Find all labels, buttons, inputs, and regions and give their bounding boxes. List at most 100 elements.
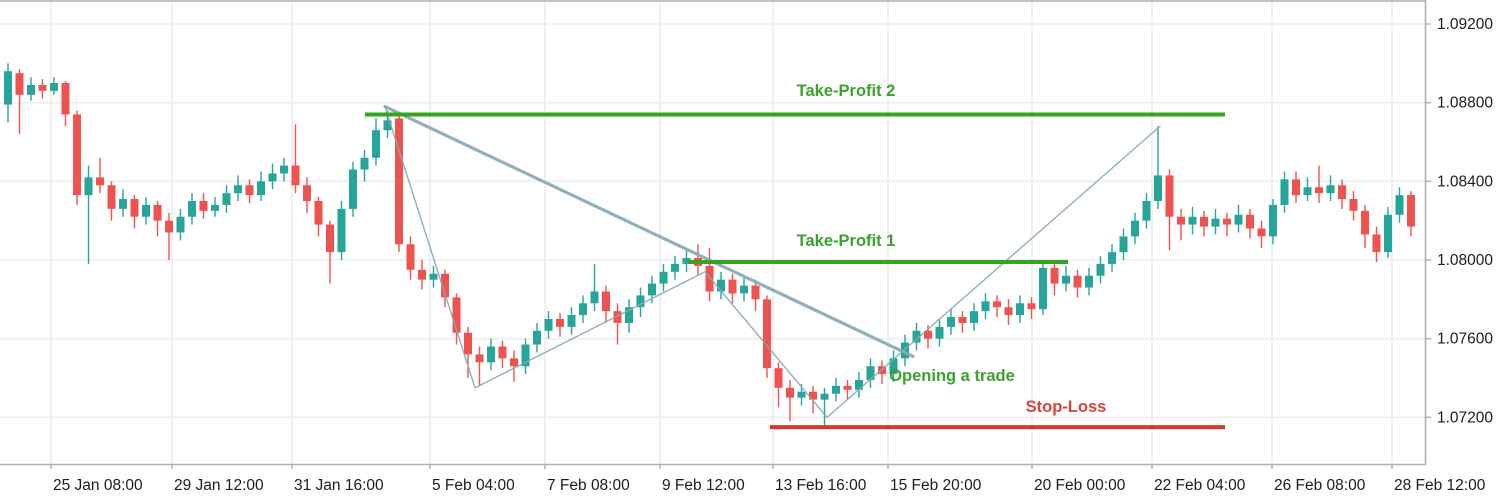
candle-body: [1292, 179, 1300, 196]
candle-body: [349, 169, 357, 209]
y-axis-label: 1.09200: [1437, 16, 1493, 33]
candle-body: [176, 216, 185, 233]
candle-body: [1223, 218, 1231, 225]
candle-body: [211, 204, 219, 211]
candle-body: [648, 283, 656, 296]
candle-body: [429, 273, 438, 280]
candle-body: [487, 346, 495, 363]
candle-body: [912, 330, 921, 343]
x-axis-label: 25 Jan 08:00: [53, 477, 143, 494]
candle-body: [84, 177, 93, 196]
candle-body: [1177, 216, 1185, 225]
candle-body: [728, 279, 737, 294]
candle-body: [130, 199, 139, 217]
candle-body: [498, 346, 507, 359]
candle-body: [993, 301, 1001, 308]
candle-body: [61, 83, 70, 115]
candle-body: [291, 165, 300, 186]
candle-body: [751, 285, 760, 300]
candle-body: [740, 285, 748, 294]
candle-body: [866, 366, 875, 380]
candle-body: [636, 295, 645, 308]
candle-body: [625, 307, 633, 323]
candle-body: [268, 173, 277, 182]
candle-body: [1361, 210, 1369, 235]
candle-body: [763, 299, 771, 369]
candle-body: [671, 263, 679, 272]
candle-body: [1315, 187, 1323, 194]
candle-body: [774, 368, 783, 388]
candle-body: [337, 208, 346, 253]
candle-body: [1016, 303, 1024, 316]
candle-body: [1234, 214, 1243, 225]
opening-a-trade-label: Opening a trade: [889, 367, 1015, 385]
candle-body: [1108, 252, 1116, 264]
candle-body: [96, 177, 104, 186]
candle-body: [119, 199, 127, 209]
candle-body: [418, 269, 426, 280]
candle-body: [1303, 187, 1312, 196]
candle-body: [73, 114, 81, 196]
candle-body: [4, 71, 12, 105]
candle-body: [1384, 214, 1392, 253]
candle-body: [533, 330, 541, 345]
candle-body: [1246, 214, 1254, 229]
candle-body: [142, 204, 150, 217]
candle-body: [280, 165, 288, 174]
candle-body: [947, 317, 955, 327]
y-axis-label: 1.08000: [1437, 252, 1493, 269]
candle-body: [1280, 179, 1289, 205]
take-profit-1-label: Take-Profit 1: [797, 232, 896, 250]
candle-body: [188, 201, 196, 217]
x-axis-label: 26 Feb 08:00: [1274, 477, 1366, 494]
impulse-line: [383, 105, 915, 358]
candle-body: [1326, 185, 1335, 194]
candle-body: [441, 273, 449, 298]
candle-body: [372, 130, 380, 158]
candle-body: [406, 244, 415, 270]
candle-body: [809, 391, 817, 400]
candle-body: [1165, 175, 1174, 217]
candle-body: [1188, 216, 1197, 225]
stop-loss-label: Stop-Loss: [1026, 398, 1107, 416]
candle-body: [924, 330, 932, 339]
x-axis-label: 9 Feb 12:00: [662, 477, 745, 494]
candle-body: [314, 201, 323, 225]
candle-body: [1027, 303, 1036, 310]
candle-body: [1142, 201, 1151, 221]
x-axis-label: 29 Jan 12:00: [174, 477, 264, 494]
candle-body: [1073, 275, 1082, 288]
candle-body: [797, 391, 806, 398]
candle-body: [27, 84, 35, 95]
candle-body: [1395, 195, 1404, 215]
candle-body: [1085, 275, 1093, 288]
candle-body: [234, 185, 242, 194]
candle-body: [820, 393, 829, 400]
candle-body: [199, 201, 208, 211]
x-axis-label: 13 Feb 16:00: [775, 477, 867, 494]
candle-body: [981, 301, 990, 312]
zigzag-line: [384, 105, 1161, 419]
y-axis-label: 1.07200: [1437, 409, 1493, 426]
candle-body: [38, 84, 47, 91]
candle-body: [245, 185, 254, 196]
candle-body: [1269, 204, 1277, 237]
candle-body: [303, 185, 311, 202]
candle-body: [1349, 199, 1358, 211]
candle-body: [1096, 263, 1105, 276]
x-axis-label: 28 Feb 12:00: [1394, 477, 1486, 494]
x-axis-label: 15 Feb 20:00: [890, 477, 982, 494]
candle-body: [1154, 175, 1162, 202]
candle-body: [843, 385, 852, 390]
y-axis-label: 1.08800: [1437, 95, 1493, 112]
candle-body: [360, 157, 369, 170]
candle-body: [326, 224, 334, 253]
candle-body: [682, 258, 691, 264]
x-axis-label: 20 Feb 00:00: [1034, 477, 1126, 494]
candle-body: [544, 319, 553, 331]
candle-body: [1050, 267, 1059, 284]
candle-body: [786, 387, 794, 398]
candle-body: [107, 185, 116, 209]
